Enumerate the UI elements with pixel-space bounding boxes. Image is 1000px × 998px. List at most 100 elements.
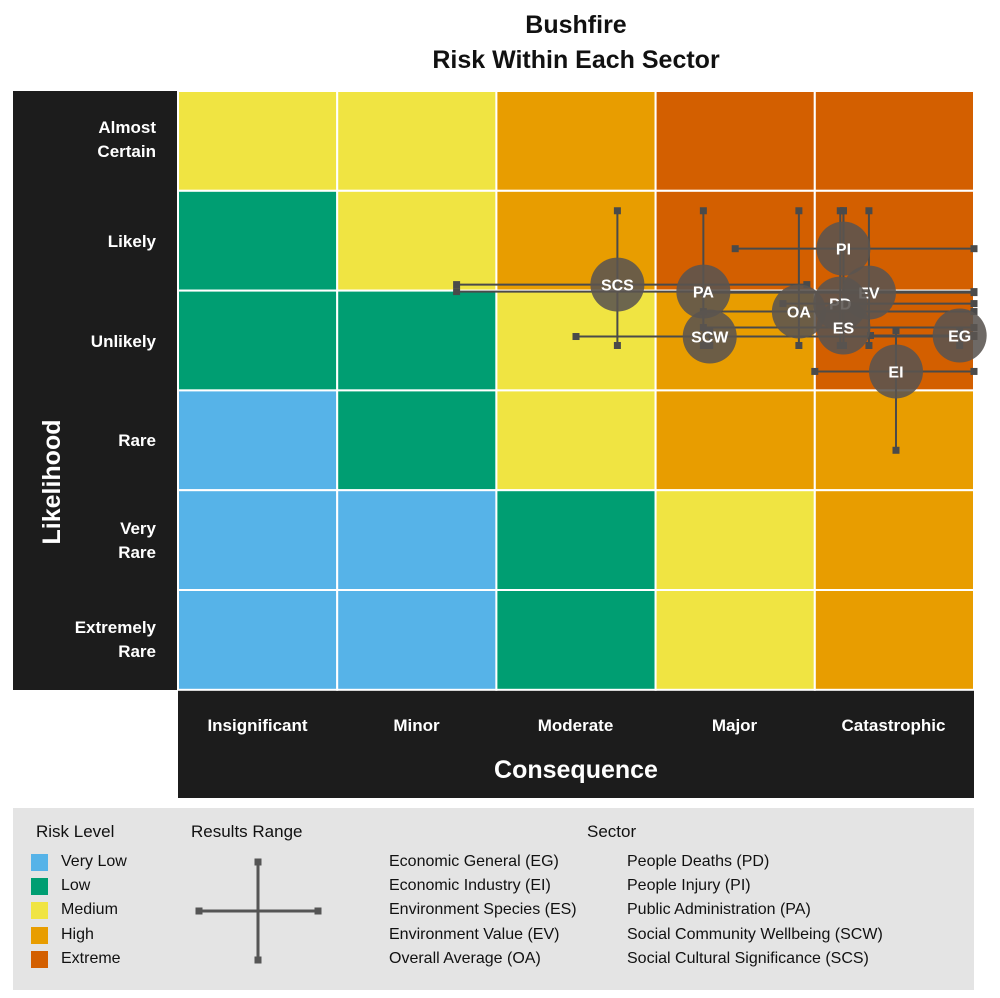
sector-pa: Public Administration (PA) <box>627 901 811 918</box>
sector-point-label-pi: PI <box>836 242 851 259</box>
matrix-cell <box>177 389 339 492</box>
legend-panel: Risk Level Results Range Sector Very Low… <box>13 808 974 990</box>
y-tick-almost-certain: Almost Certain <box>97 118 156 161</box>
matrix-cell <box>177 489 339 592</box>
range-cap-oa <box>970 308 978 316</box>
sector-point-pi <box>816 221 871 276</box>
swatch-extreme <box>31 951 48 968</box>
matrix-cell <box>177 90 339 192</box>
legend-high: High <box>61 926 94 943</box>
legend-low: Low <box>61 877 91 894</box>
range-cap-pi <box>970 245 978 253</box>
range-cap-scs <box>613 341 621 349</box>
legend-very-low: Very Low <box>61 853 127 870</box>
sector-point-label-pa: PA <box>693 285 714 302</box>
range-cap-scs <box>453 281 461 289</box>
range-cap-pa <box>453 288 461 296</box>
x-axis-panel <box>178 690 974 798</box>
sector-point-oa <box>771 284 826 339</box>
range-cap-ei <box>970 367 978 375</box>
y-tick-rare: Rare <box>118 431 156 450</box>
sector-scw: Social Community Wellbeing (SCW) <box>627 926 883 943</box>
x-tick-catastrophic: Catastrophic <box>841 716 946 735</box>
matrix-cell <box>336 589 498 691</box>
sector-point-label-es: ES <box>833 321 855 338</box>
range-cap-scw <box>572 333 580 341</box>
range-cap-ei <box>811 367 819 375</box>
matrix-cell <box>495 489 657 592</box>
legend-sector-heading: Sector <box>587 822 637 841</box>
sector-point-ei <box>868 344 923 399</box>
matrix-cell <box>654 489 816 592</box>
y-tick-unlikely: Unlikely <box>90 332 156 351</box>
sector-point-label-scw: SCW <box>691 330 729 347</box>
matrix-cell <box>336 90 498 192</box>
sector-eg: Economic General (EG) <box>389 853 559 870</box>
x-tick-minor: Minor <box>393 716 440 735</box>
x-axis-label: Consequence <box>494 756 658 784</box>
sector-point-scw <box>682 309 737 364</box>
matrix-cell <box>336 489 498 592</box>
range-cap-es <box>839 207 847 215</box>
range-cap-eg <box>867 332 875 340</box>
sector-pi: People Injury (PI) <box>627 877 751 894</box>
matrix-cell <box>495 289 657 392</box>
range-cap-pi <box>731 245 739 253</box>
swatch-high <box>31 927 48 944</box>
range-cap-ei <box>892 446 900 454</box>
x-tick-insignificant: Insignificant <box>207 716 308 735</box>
range-cap-oa <box>795 207 803 215</box>
matrix-cell <box>813 589 975 691</box>
x-tick-moderate: Moderate <box>537 716 614 735</box>
range-cap-ev <box>865 207 873 215</box>
matrix-cell <box>336 389 498 492</box>
sector-es: Environment Species (ES) <box>389 901 577 918</box>
matrix-cell <box>654 389 816 492</box>
range-cap-pd <box>970 300 978 308</box>
matrix-cell <box>654 589 816 691</box>
sector-point-scs <box>590 257 645 312</box>
y-tick-likely: Likely <box>107 232 156 251</box>
range-cap-scs <box>803 281 811 289</box>
range-cap-oa <box>795 341 803 349</box>
sector-point-label-ei: EI <box>888 364 903 381</box>
range-cap-scs <box>613 207 621 215</box>
matrix-cell <box>813 389 975 492</box>
matrix-cell <box>495 389 657 492</box>
sector-point-label-eg: EG <box>948 329 971 346</box>
sector-pd: People Deaths (PD) <box>627 853 770 870</box>
swatch-low <box>31 878 48 895</box>
sector-point-pa <box>676 264 731 319</box>
sector-scs: Social Cultural Significance (SCS) <box>627 950 869 967</box>
legend-medium: Medium <box>61 901 118 918</box>
matrix-cell <box>654 189 816 292</box>
matrix-cell <box>177 589 339 691</box>
sector-point-label-scs: SCS <box>601 278 634 295</box>
range-cap-ei <box>892 327 900 335</box>
matrix-cell <box>336 289 498 392</box>
swatch-medium <box>31 902 48 919</box>
range-cap-pa <box>699 207 707 215</box>
matrix-cell <box>495 589 657 691</box>
legend-risk-heading: Risk Level <box>36 822 115 841</box>
chart-title-line1: Bushfire <box>525 11 627 39</box>
matrix-cell <box>813 90 975 192</box>
matrix-cell <box>654 90 816 192</box>
matrix-cell <box>336 189 498 292</box>
legend-range-heading: Results Range <box>191 822 303 841</box>
sector-point-eg <box>932 308 987 363</box>
matrix-cell <box>495 90 657 192</box>
y-axis-panel: Likelihood <box>13 91 178 690</box>
matrix-cell <box>177 289 339 392</box>
sector-oa: Overall Average (OA) <box>389 950 541 967</box>
range-cap-ev <box>970 289 978 297</box>
results-range-icon <box>195 858 322 964</box>
sector-ev: Environment Value (EV) <box>389 926 560 943</box>
y-tick-very-rare: Very Rare <box>118 519 156 562</box>
x-tick-major: Major <box>711 716 758 735</box>
swatch-very-low <box>31 854 48 871</box>
matrix-cell <box>813 489 975 592</box>
matrix-cell <box>177 189 339 292</box>
legend-extreme: Extreme <box>61 950 121 967</box>
